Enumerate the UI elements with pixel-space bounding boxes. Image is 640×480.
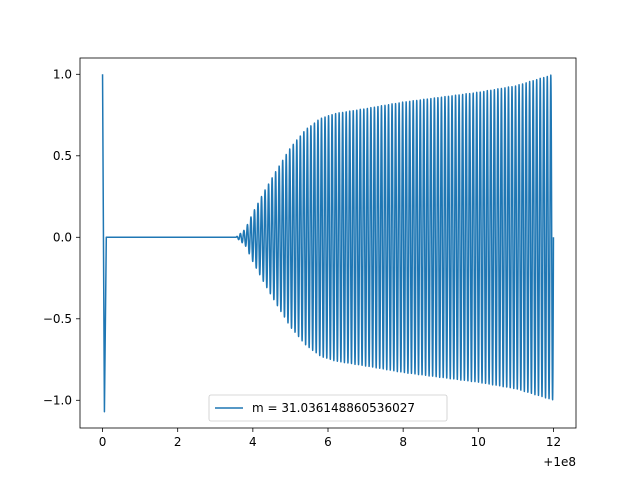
plot-area xyxy=(101,74,555,413)
y-axis: −1.0 −0.5 0.0 0.5 1.0 xyxy=(43,67,80,407)
legend-label: m = 31.036148860536027 xyxy=(252,401,415,415)
y-tick-label: −0.5 xyxy=(43,312,72,326)
x-tick-label: 4 xyxy=(249,435,257,449)
x-tick-label: 0 xyxy=(99,435,107,449)
x-tick-label: 10 xyxy=(471,435,486,449)
y-tick-label: 0.0 xyxy=(53,230,72,244)
y-tick-label: 0.5 xyxy=(53,149,72,163)
legend-box xyxy=(208,394,448,422)
x-tick-label: 12 xyxy=(546,435,561,449)
x-axis: 0 2 4 6 8 10 12 xyxy=(99,428,561,449)
x-tick-label: 6 xyxy=(324,435,332,449)
y-tick-label: 1.0 xyxy=(53,67,72,81)
legend: m = 31.036148860536027 xyxy=(208,394,448,422)
x-axis-offset-label: +1e8 xyxy=(543,455,576,469)
x-tick-label: 2 xyxy=(174,435,182,449)
x-tick-label: 8 xyxy=(399,435,407,449)
series-line xyxy=(101,74,555,413)
y-tick-label: −1.0 xyxy=(43,393,72,407)
